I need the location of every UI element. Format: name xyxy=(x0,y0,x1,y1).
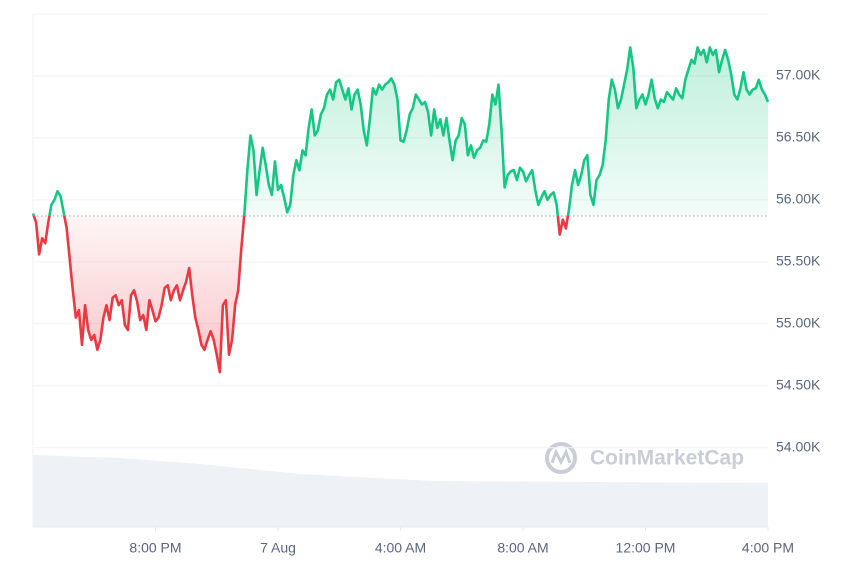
watermark-text: CoinMarketCap xyxy=(590,447,744,470)
price-area xyxy=(33,47,768,373)
volume-area xyxy=(33,455,768,527)
y-tick-label: 56.00K xyxy=(776,191,821,207)
price-line xyxy=(31,46,770,374)
y-tick-label: 56.50K xyxy=(776,129,821,145)
x-tick-label: 4:00 AM xyxy=(375,540,426,556)
x-tick-label: 12:00 PM xyxy=(616,540,676,556)
y-tick-label: 54.50K xyxy=(776,376,821,392)
x-tick-label: 8:00 AM xyxy=(497,540,548,556)
watermark: CoinMarketCap xyxy=(545,442,744,474)
y-tick-label: 54.00K xyxy=(776,438,821,454)
y-tick-label: 55.00K xyxy=(776,314,821,330)
y-tick-label: 57.00K xyxy=(776,67,821,83)
x-tick-label: 7 Aug xyxy=(260,540,296,556)
y-tick-label: 55.50K xyxy=(776,253,821,269)
x-tick-label: 4:00 PM xyxy=(742,540,794,556)
watermark-logo-mark xyxy=(550,448,572,466)
watermark-logo xyxy=(545,442,577,474)
x-tick-label: 8:00 PM xyxy=(129,540,181,556)
